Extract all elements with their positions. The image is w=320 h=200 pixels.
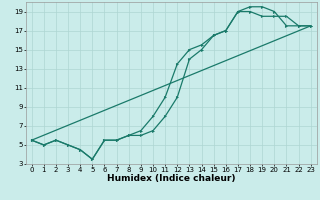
X-axis label: Humidex (Indice chaleur): Humidex (Indice chaleur) (107, 174, 236, 183)
